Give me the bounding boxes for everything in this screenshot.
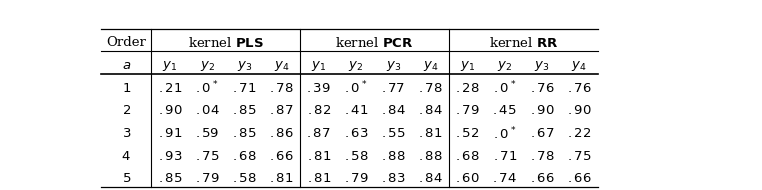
Text: $.84$: $.84$	[418, 105, 443, 117]
Text: $.67$: $.67$	[530, 127, 554, 140]
Text: $y_4$: $y_4$	[423, 59, 438, 73]
Text: $.79$: $.79$	[195, 173, 219, 185]
Text: $.52$: $.52$	[456, 127, 480, 140]
Text: $.76$: $.76$	[530, 82, 555, 95]
Text: $a$: $a$	[122, 59, 131, 72]
Text: $2$: $2$	[122, 105, 131, 117]
Text: $.74$: $.74$	[492, 173, 517, 185]
Text: $.82$: $.82$	[306, 105, 331, 117]
Text: $.81$: $.81$	[269, 173, 294, 185]
Text: $.66$: $.66$	[269, 150, 294, 163]
Text: $.39$: $.39$	[306, 82, 331, 95]
Text: kernel $\mathbf{PCR}$: kernel $\mathbf{PCR}$	[335, 36, 414, 50]
Text: $.78$: $.78$	[418, 82, 443, 95]
Text: $.90$: $.90$	[158, 105, 182, 117]
Text: $.77$: $.77$	[381, 82, 405, 95]
Text: $.75$: $.75$	[195, 150, 219, 163]
Text: $y_2$: $y_2$	[498, 59, 512, 73]
Text: $y_4$: $y_4$	[572, 59, 587, 73]
Text: $.75$: $.75$	[567, 150, 591, 163]
Text: $.87$: $.87$	[269, 105, 294, 117]
Text: $y_1$: $y_1$	[311, 59, 326, 73]
Text: $.66$: $.66$	[530, 173, 555, 185]
Text: $.76$: $.76$	[567, 82, 591, 95]
Text: $1$: $1$	[122, 82, 131, 95]
Text: $y_2$: $y_2$	[348, 59, 363, 73]
Text: $.85$: $.85$	[158, 173, 182, 185]
Text: kernel $\mathbf{PLS}$: kernel $\mathbf{PLS}$	[188, 36, 264, 50]
Text: $.55$: $.55$	[381, 127, 405, 140]
Text: $.93$: $.93$	[158, 150, 182, 163]
Text: $.81$: $.81$	[418, 127, 443, 140]
Text: $5$: $5$	[122, 173, 131, 185]
Text: $.45$: $.45$	[492, 105, 517, 117]
Text: $.79$: $.79$	[344, 173, 368, 185]
Text: $.21$: $.21$	[158, 82, 182, 95]
Text: $.71$: $.71$	[492, 150, 517, 163]
Text: $.88$: $.88$	[418, 150, 443, 163]
Text: $.71$: $.71$	[232, 82, 257, 95]
Text: $.85$: $.85$	[232, 127, 257, 140]
Text: $.81$: $.81$	[306, 173, 331, 185]
Text: $.28$: $.28$	[455, 82, 480, 95]
Text: $.83$: $.83$	[381, 173, 405, 185]
Text: $y_1$: $y_1$	[162, 59, 178, 73]
Text: $.84$: $.84$	[381, 105, 405, 117]
Text: $.87$: $.87$	[306, 127, 331, 140]
Text: $y_4$: $y_4$	[274, 59, 290, 73]
Text: $.60$: $.60$	[455, 173, 480, 185]
Text: Order: Order	[107, 36, 146, 49]
Text: $.04$: $.04$	[195, 105, 219, 117]
Text: $y_2$: $y_2$	[200, 59, 215, 73]
Text: $3$: $3$	[122, 127, 131, 140]
Text: $y_3$: $y_3$	[534, 59, 549, 73]
Text: $.41$: $.41$	[344, 105, 368, 117]
Text: $.58$: $.58$	[344, 150, 368, 163]
Text: $.78$: $.78$	[530, 150, 555, 163]
Text: $.66$: $.66$	[567, 173, 591, 185]
Text: $.91$: $.91$	[158, 127, 182, 140]
Text: $.0^*$: $.0^*$	[195, 80, 219, 97]
Text: $y_3$: $y_3$	[237, 59, 252, 73]
Text: $.58$: $.58$	[232, 173, 257, 185]
Text: $.0^*$: $.0^*$	[493, 80, 517, 97]
Text: $.85$: $.85$	[232, 105, 257, 117]
Text: $4$: $4$	[121, 150, 131, 163]
Text: $.88$: $.88$	[381, 150, 405, 163]
Text: $.59$: $.59$	[195, 127, 219, 140]
Text: $.0^*$: $.0^*$	[493, 125, 517, 142]
Text: $.68$: $.68$	[455, 150, 480, 163]
Text: $.90$: $.90$	[567, 105, 591, 117]
Text: $.63$: $.63$	[344, 127, 368, 140]
Text: $.90$: $.90$	[530, 105, 555, 117]
Text: $.22$: $.22$	[567, 127, 591, 140]
Text: $.79$: $.79$	[455, 105, 480, 117]
Text: $.81$: $.81$	[306, 150, 331, 163]
Text: $.68$: $.68$	[232, 150, 257, 163]
Text: $y_1$: $y_1$	[460, 59, 475, 73]
Text: $.84$: $.84$	[418, 173, 443, 185]
Text: $.0^*$: $.0^*$	[344, 80, 368, 97]
Text: $.86$: $.86$	[269, 127, 294, 140]
Text: kernel $\mathbf{RR}$: kernel $\mathbf{RR}$	[488, 36, 558, 50]
Text: $.78$: $.78$	[269, 82, 294, 95]
Text: $y_3$: $y_3$	[386, 59, 401, 73]
